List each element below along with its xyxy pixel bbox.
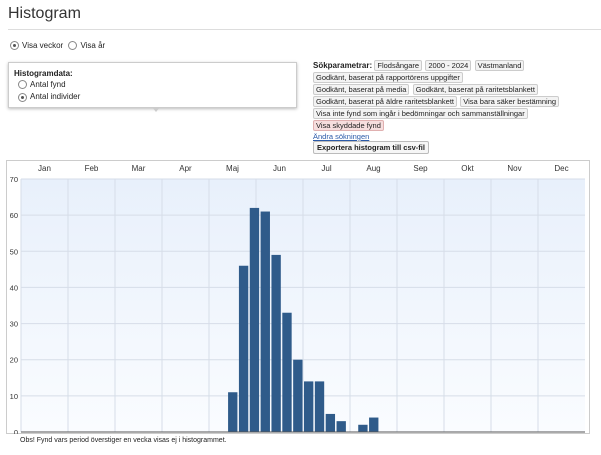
search-tag: Visa bara säker bestämning bbox=[460, 96, 560, 107]
radio-icon[interactable] bbox=[18, 92, 27, 102]
search-tag: Godkänt, baserat på media bbox=[313, 84, 410, 95]
histogram-bar bbox=[293, 359, 303, 432]
histogram-bar bbox=[238, 265, 249, 432]
y-tick-label: 60 bbox=[10, 211, 18, 220]
histogram-bar bbox=[304, 381, 314, 432]
radio-icon[interactable] bbox=[68, 41, 78, 51]
divider bbox=[8, 29, 601, 30]
search-tag: Godkänt, baserat på rapportörens uppgift… bbox=[313, 72, 463, 83]
radio-antal-individer[interactable]: Antal individer bbox=[18, 92, 296, 102]
y-tick-label: 0 bbox=[14, 428, 18, 434]
y-tick-label: 40 bbox=[10, 283, 18, 292]
chart-svg: Jan Feb Mar Apr Maj Jun Jul Aug Sep Okt Nov Dec 0 10 2… bbox=[6, 160, 590, 437]
month-label: Jun bbox=[273, 164, 286, 173]
month-label: Okt bbox=[461, 164, 474, 173]
histogram-bar bbox=[369, 417, 379, 432]
histogram-bar bbox=[260, 211, 270, 432]
histdata-label: Histogramdata: bbox=[14, 69, 73, 78]
change-search-link[interactable]: Ändra sökningen bbox=[313, 132, 370, 141]
search-tag: Visa inte fynd som ingår i bedömningar o… bbox=[313, 108, 528, 119]
histogram-bar bbox=[271, 254, 281, 432]
month-label: Mar bbox=[132, 164, 146, 173]
y-tick-label: 20 bbox=[10, 356, 18, 365]
search-tag: Flodsångare bbox=[374, 60, 423, 71]
radio-year[interactable]: Visa år bbox=[68, 41, 106, 51]
y-tick-label: 50 bbox=[10, 247, 18, 256]
panel-pointer bbox=[152, 107, 160, 112]
search-tag: Västmanland bbox=[474, 60, 525, 71]
histogram-bar bbox=[228, 392, 238, 432]
radio-antal-fynd[interactable]: Antal fynd bbox=[18, 80, 296, 90]
month-label: Jan bbox=[38, 164, 51, 173]
histogram-data-panel: Histogramdata: Antal fynd Antal individe… bbox=[8, 62, 297, 108]
footnote: Obs! Fynd vars period överstiger en veck… bbox=[20, 437, 227, 444]
month-label: Apr bbox=[179, 164, 192, 173]
radio-year-label: Visa år bbox=[80, 41, 106, 50]
month-label: Feb bbox=[85, 164, 99, 173]
label: Antal fynd bbox=[30, 80, 66, 89]
month-label: Nov bbox=[507, 164, 521, 173]
view-toggle: Visa veckor Visa år bbox=[10, 41, 106, 51]
radio-weeks[interactable]: Visa veckor bbox=[10, 41, 64, 51]
month-label: Jul bbox=[321, 164, 331, 173]
histogram-chart: Jan Feb Mar Apr Maj Jun Jul Aug Sep Okt Nov Dec 0 10 2… bbox=[6, 160, 590, 437]
month-label: Maj bbox=[226, 164, 239, 173]
y-tick-label: 70 bbox=[10, 175, 18, 184]
radio-icon[interactable] bbox=[18, 80, 27, 90]
histogram-bar bbox=[249, 207, 260, 432]
histogram-bar bbox=[314, 381, 325, 432]
month-label: Sep bbox=[413, 164, 428, 173]
histogram-bar bbox=[336, 421, 346, 432]
radio-weeks-label: Visa veckor bbox=[22, 41, 64, 50]
y-tick-label: 10 bbox=[10, 392, 18, 401]
radio-icon[interactable] bbox=[10, 41, 19, 51]
month-label: Dec bbox=[554, 164, 568, 173]
histogram-bar bbox=[282, 312, 292, 432]
histogram-bar bbox=[325, 413, 336, 432]
search-parameters: Sökparametrar: Flodsångare 2000 - 2024 V… bbox=[313, 60, 563, 142]
search-tag-protected: Visa skyddade fynd bbox=[313, 120, 384, 131]
y-tick-label: 30 bbox=[10, 320, 18, 329]
params-label: Sökparametrar: bbox=[313, 61, 373, 70]
month-label: Aug bbox=[366, 164, 380, 173]
label: Antal individer bbox=[30, 92, 81, 102]
histogram-bar bbox=[358, 424, 368, 432]
search-tag: Godkänt, baserat på raritetsblankett bbox=[412, 84, 538, 95]
search-tag: 2000 - 2024 bbox=[425, 60, 472, 71]
chart-border bbox=[6, 160, 590, 434]
export-csv-button[interactable]: Exportera histogram till csv-fil bbox=[313, 141, 429, 154]
search-tag: Godkänt, baserat på äldre raritetsblanke… bbox=[313, 96, 457, 107]
page-title: Histogram bbox=[8, 5, 81, 22]
